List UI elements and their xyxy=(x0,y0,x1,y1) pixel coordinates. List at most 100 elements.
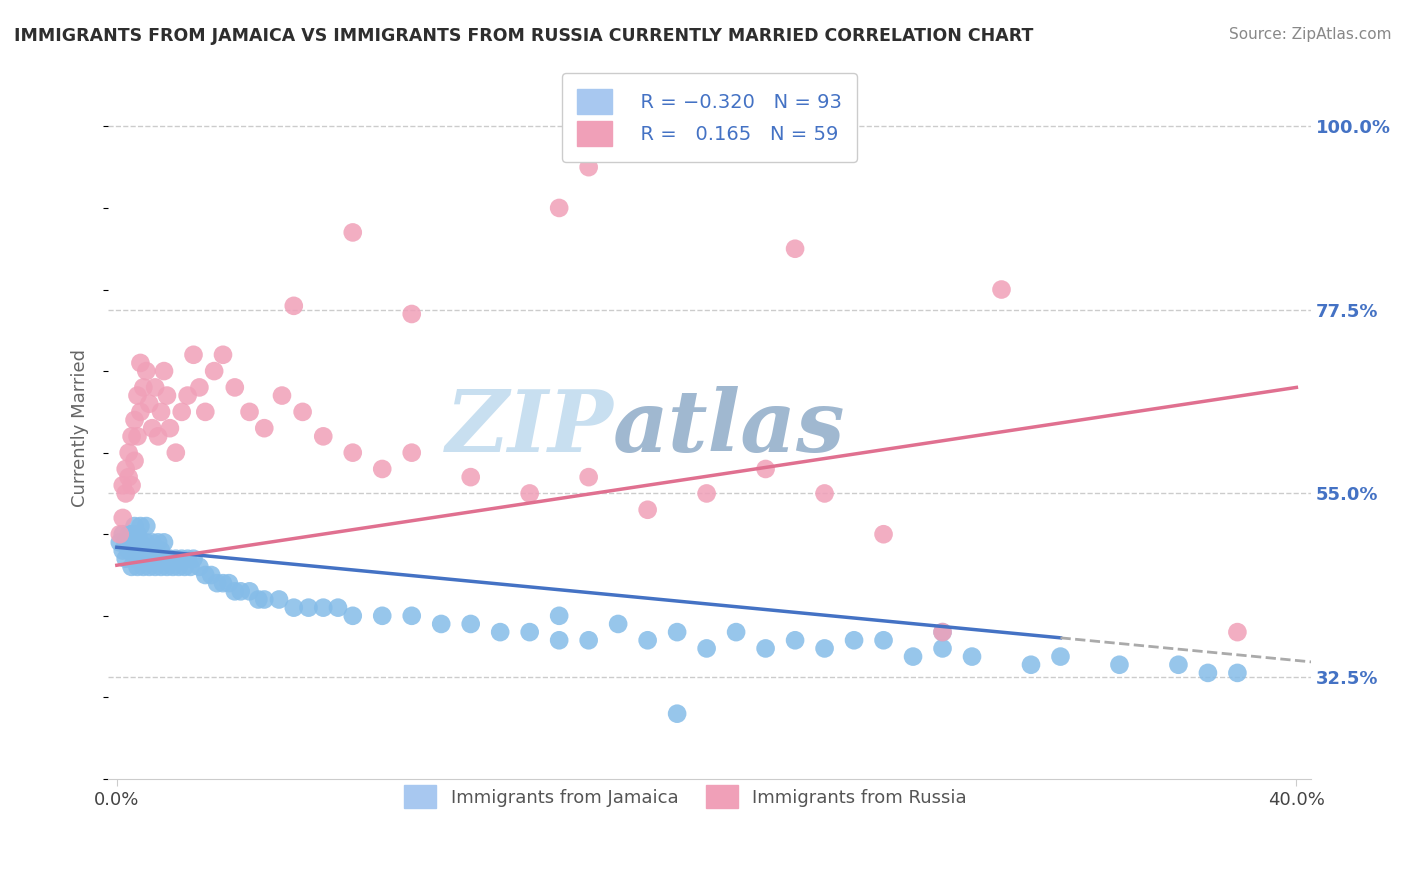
Point xyxy=(578,633,600,648)
Point xyxy=(117,543,139,558)
Point xyxy=(143,559,166,574)
Point xyxy=(111,543,134,558)
Point xyxy=(1167,657,1189,672)
Point xyxy=(135,519,157,533)
Point xyxy=(108,527,131,541)
Point xyxy=(153,535,176,549)
Point xyxy=(135,551,157,566)
Point xyxy=(218,576,240,591)
Legend: Immigrants from Jamaica, Immigrants from Russia: Immigrants from Jamaica, Immigrants from… xyxy=(396,778,974,815)
Point xyxy=(271,388,294,402)
Point xyxy=(141,535,163,549)
Point xyxy=(127,543,149,558)
Point xyxy=(990,283,1012,297)
Y-axis label: Currently Married: Currently Married xyxy=(72,349,89,508)
Point xyxy=(842,633,865,648)
Point xyxy=(124,551,146,566)
Point xyxy=(114,535,136,549)
Point xyxy=(156,388,179,402)
Point xyxy=(180,559,202,574)
Text: IMMIGRANTS FROM JAMAICA VS IMMIGRANTS FROM RUSSIA CURRENTLY MARRIED CORRELATION : IMMIGRANTS FROM JAMAICA VS IMMIGRANTS FR… xyxy=(14,27,1033,45)
Point xyxy=(141,421,163,435)
Point xyxy=(150,543,173,558)
Point xyxy=(901,649,924,664)
Point xyxy=(342,226,364,240)
Point xyxy=(129,535,152,549)
Point xyxy=(312,600,335,615)
Point xyxy=(205,576,228,591)
Point xyxy=(637,502,659,516)
Point xyxy=(548,608,571,623)
Point xyxy=(267,592,290,607)
Point xyxy=(173,559,195,574)
Point xyxy=(224,380,246,394)
Point xyxy=(121,543,143,558)
Point xyxy=(141,551,163,566)
Point xyxy=(430,617,453,632)
Point xyxy=(165,445,187,459)
Point xyxy=(725,625,748,640)
Point xyxy=(121,478,143,492)
Point xyxy=(176,551,198,566)
Point xyxy=(156,559,179,574)
Point xyxy=(872,527,894,541)
Point xyxy=(129,356,152,370)
Point xyxy=(127,527,149,541)
Point xyxy=(129,405,152,419)
Point xyxy=(117,527,139,541)
Point xyxy=(1226,665,1249,680)
Point xyxy=(146,551,169,566)
Point xyxy=(297,600,319,615)
Point xyxy=(114,462,136,476)
Point xyxy=(127,388,149,402)
Point xyxy=(519,625,541,640)
Point xyxy=(1049,649,1071,664)
Point xyxy=(238,584,260,599)
Point xyxy=(135,535,157,549)
Point xyxy=(202,364,225,378)
Point xyxy=(548,633,571,648)
Point xyxy=(108,535,131,549)
Point xyxy=(342,445,364,459)
Point xyxy=(401,608,423,623)
Point xyxy=(170,405,193,419)
Point xyxy=(291,405,314,419)
Point xyxy=(143,380,166,394)
Point xyxy=(960,649,983,664)
Point xyxy=(183,551,205,566)
Point xyxy=(283,299,305,313)
Point xyxy=(159,551,181,566)
Point xyxy=(194,405,217,419)
Point xyxy=(1197,665,1219,680)
Point xyxy=(283,600,305,615)
Point xyxy=(132,543,155,558)
Point xyxy=(129,551,152,566)
Point xyxy=(578,160,600,174)
Point xyxy=(755,462,778,476)
Point xyxy=(138,559,160,574)
Point xyxy=(132,559,155,574)
Point xyxy=(159,421,181,435)
Point xyxy=(371,462,394,476)
Point xyxy=(114,551,136,566)
Text: ZIP: ZIP xyxy=(446,386,613,470)
Point xyxy=(124,454,146,468)
Point xyxy=(931,625,953,640)
Point xyxy=(637,633,659,648)
Point xyxy=(931,641,953,656)
Point xyxy=(253,592,276,607)
Point xyxy=(124,519,146,533)
Point xyxy=(783,242,806,256)
Point xyxy=(124,535,146,549)
Point xyxy=(401,445,423,459)
Point xyxy=(238,405,260,419)
Point xyxy=(138,543,160,558)
Point xyxy=(150,405,173,419)
Point xyxy=(143,543,166,558)
Point xyxy=(578,470,600,484)
Text: Source: ZipAtlas.com: Source: ZipAtlas.com xyxy=(1229,27,1392,42)
Point xyxy=(194,568,217,582)
Point xyxy=(129,519,152,533)
Point xyxy=(666,706,689,721)
Point xyxy=(312,429,335,443)
